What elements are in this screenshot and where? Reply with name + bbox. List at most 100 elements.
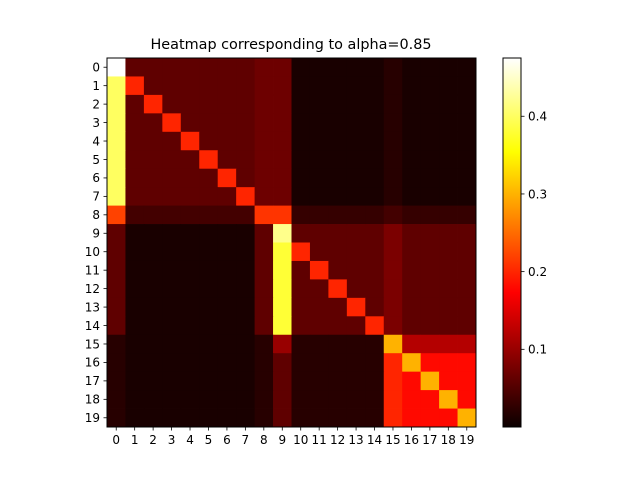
- heatmap-cell-1-1: [125, 76, 145, 96]
- heatmap-cell-16-1: [125, 353, 145, 373]
- heatmap-cell-18-7: [236, 390, 255, 409]
- heatmap-cell-12-5: [199, 279, 219, 299]
- heatmap-cell-7-14: [365, 187, 385, 206]
- heatmap-cell-18-6: [217, 390, 237, 409]
- heatmap-cell-0-2: [143, 58, 163, 77]
- heatmap-cell-18-9: [273, 390, 292, 409]
- heatmap-cell-6-0: [107, 168, 126, 188]
- heatmap-cell-16-17: [420, 353, 440, 373]
- heatmap-cell-2-5: [199, 94, 219, 114]
- heatmap-cell-7-3: [162, 187, 182, 206]
- heatmap-cell-18-5: [199, 390, 219, 409]
- heatmap-cell-17-11: [309, 371, 329, 391]
- heatmap-cell-19-1: [125, 408, 145, 428]
- heatmap-cell-19-15: [383, 408, 403, 428]
- heatmap-cell-6-7: [236, 168, 255, 188]
- heatmap-cell-2-16: [402, 94, 422, 114]
- heatmap-cell-8-3: [162, 205, 182, 225]
- x-tick-label: 12: [330, 433, 345, 447]
- y-tick-label: 13: [85, 300, 100, 314]
- x-tick-label: 5: [205, 433, 213, 447]
- heatmap-cell-19-7: [236, 408, 255, 428]
- heatmap-cell-18-2: [143, 390, 163, 409]
- heatmap-cell-16-3: [162, 353, 182, 373]
- heatmap-cell-5-15: [383, 150, 403, 170]
- heatmap-cell-16-15: [383, 353, 403, 373]
- heatmap-cell-1-16: [402, 76, 422, 96]
- heatmap-cell-8-10: [291, 205, 311, 225]
- chart-title: Heatmap corresponding to alpha=0.85: [150, 37, 431, 53]
- heatmap-cell-8-16: [402, 205, 422, 225]
- x-tick-label: 0: [112, 433, 120, 447]
- heatmap-cell-1-19: [457, 76, 477, 96]
- heatmap-cell-15-4: [180, 334, 200, 354]
- heatmap-cell-18-13: [346, 390, 366, 409]
- heatmap-cell-9-17: [420, 224, 440, 243]
- heatmap-cell-7-18: [439, 187, 458, 206]
- heatmap-cell-13-4: [180, 297, 200, 317]
- heatmap-cell-19-18: [439, 408, 458, 428]
- heatmap-cell-9-18: [439, 224, 458, 243]
- heatmap-cell-0-0: [107, 58, 126, 77]
- heatmap-cell-19-13: [346, 408, 366, 428]
- heatmap-cells: [107, 58, 477, 428]
- heatmap-cell-4-18: [439, 131, 458, 151]
- heatmap-cell-5-7: [236, 150, 255, 170]
- heatmap-cell-13-5: [199, 297, 219, 317]
- heatmap-cell-11-14: [365, 260, 385, 280]
- heatmap-cell-1-17: [420, 76, 440, 96]
- x-tick-label: 9: [278, 433, 286, 447]
- heatmap-cell-11-11: [309, 260, 329, 280]
- heatmap-cell-12-14: [365, 279, 385, 299]
- heatmap-cell-4-19: [457, 131, 477, 151]
- heatmap-cell-13-8: [254, 297, 274, 317]
- heatmap-cell-6-15: [383, 168, 403, 188]
- heatmap-cell-0-1: [125, 58, 145, 77]
- heatmap-cell-0-5: [199, 58, 219, 77]
- heatmap-cell-15-12: [328, 334, 348, 354]
- heatmap-cell-13-19: [457, 297, 477, 317]
- heatmap-cell-4-7: [236, 131, 255, 151]
- heatmap-cell-15-2: [143, 334, 163, 354]
- heatmap-cell-14-5: [199, 316, 219, 336]
- heatmap-cell-17-18: [439, 371, 458, 391]
- heatmap-cell-3-14: [365, 113, 385, 133]
- heatmap-cell-6-18: [439, 168, 458, 188]
- x-tick-label: 10: [293, 433, 308, 447]
- heatmap-cell-4-3: [162, 131, 182, 151]
- heatmap-cell-13-3: [162, 297, 182, 317]
- heatmap-cell-12-1: [125, 279, 145, 299]
- heatmap-cell-2-2: [143, 94, 163, 114]
- heatmap-cell-12-16: [402, 279, 422, 299]
- heatmap-cell-3-12: [328, 113, 348, 133]
- heatmap-cell-3-2: [143, 113, 163, 133]
- y-tick-label: 14: [85, 319, 100, 333]
- heatmap-cell-15-13: [346, 334, 366, 354]
- heatmap-cell-4-16: [402, 131, 422, 151]
- heatmap-cell-8-4: [180, 205, 200, 225]
- colorbar: [502, 57, 522, 428]
- heatmap-cell-9-19: [457, 224, 477, 243]
- heatmap-cell-11-0: [107, 260, 126, 280]
- heatmap-cell-2-11: [309, 94, 329, 114]
- heatmap-cell-3-3: [162, 113, 182, 133]
- heatmap-cell-5-8: [254, 150, 274, 170]
- heatmap-cell-4-8: [254, 131, 274, 151]
- heatmap-cell-5-9: [273, 150, 292, 170]
- heatmap-cell-18-0: [107, 390, 126, 409]
- heatmap-cell-7-15: [383, 187, 403, 206]
- heatmap-cell-3-1: [125, 113, 145, 133]
- heatmap-cell-11-2: [143, 260, 163, 280]
- heatmap-cell-16-14: [365, 353, 385, 373]
- heatmap-cell-6-3: [162, 168, 182, 188]
- heatmap-cell-4-10: [291, 131, 311, 151]
- heatmap-cell-12-12: [328, 279, 348, 299]
- heatmap-cell-6-19: [457, 168, 477, 188]
- heatmap-cell-11-15: [383, 260, 403, 280]
- heatmap-cell-9-0: [107, 224, 126, 243]
- heatmap-cell-2-4: [180, 94, 200, 114]
- heatmap-cell-12-2: [143, 279, 163, 299]
- heatmap-cell-4-9: [273, 131, 292, 151]
- heatmap-cell-15-6: [217, 334, 237, 354]
- y-tick-label: 3: [92, 116, 100, 130]
